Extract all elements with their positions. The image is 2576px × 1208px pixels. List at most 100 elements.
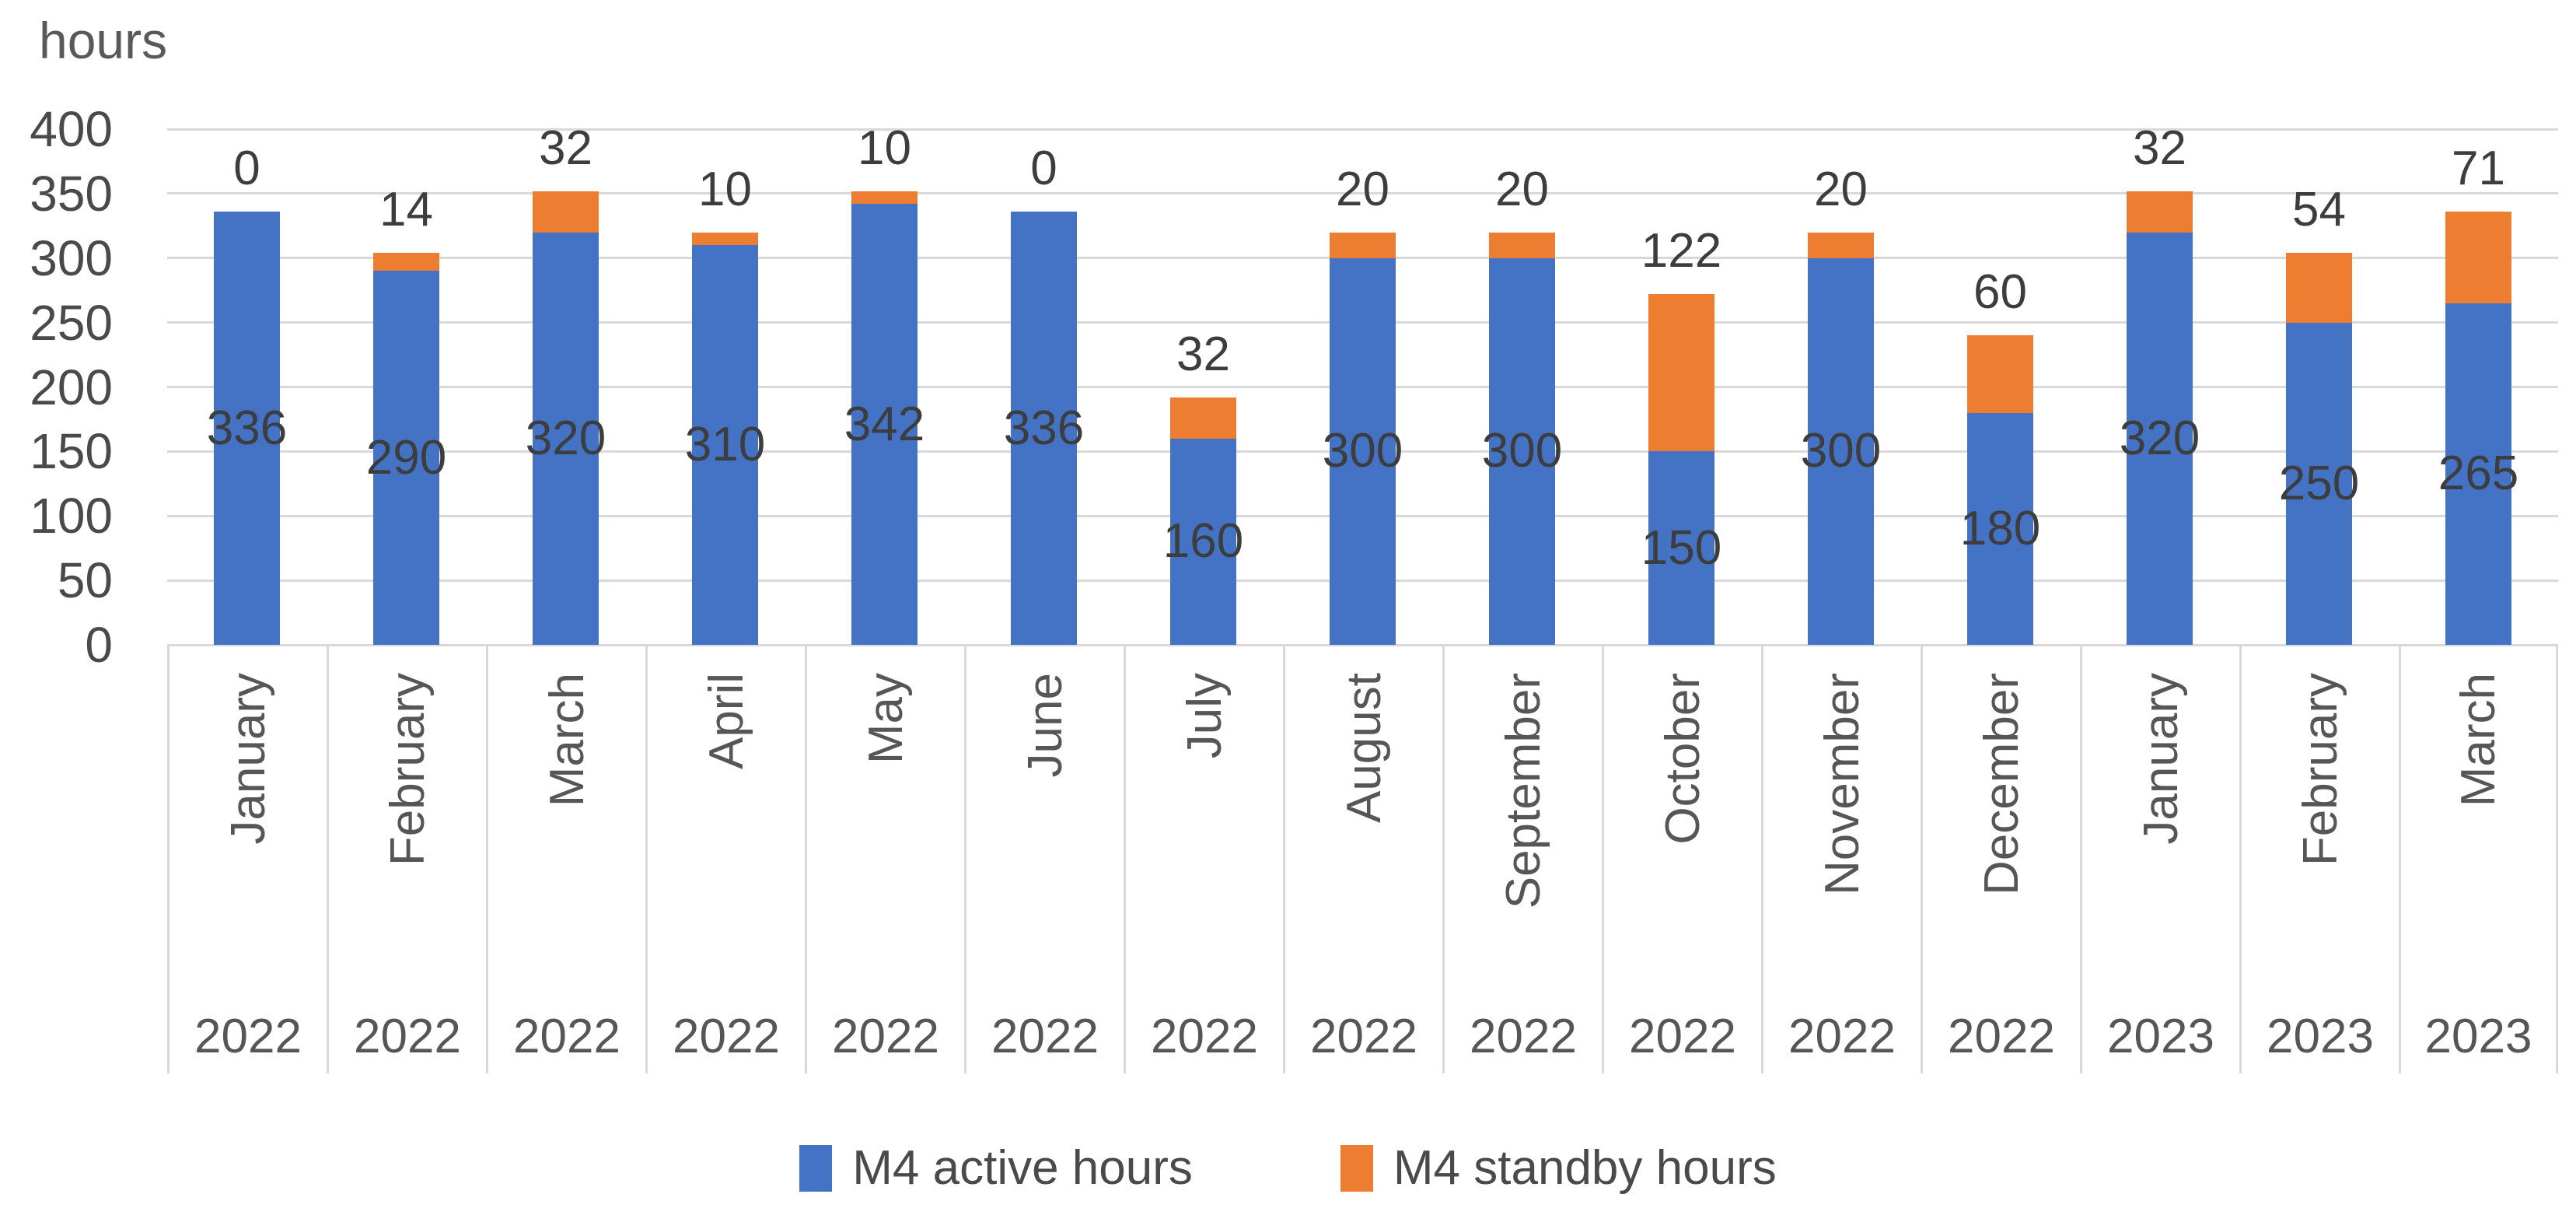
data-label-standby: 60 (1973, 265, 2027, 320)
category-cell: April 2022 (645, 645, 805, 1073)
data-label-standby: 10 (858, 121, 911, 175)
data-label-active: 290 (365, 430, 447, 485)
bar-standby-segment (373, 253, 439, 271)
data-label-active: 160 (1162, 514, 1244, 569)
data-label-active: 300 (1481, 424, 1563, 478)
category-cell: January 2023 (2080, 645, 2239, 1073)
data-label-standby: 20 (1814, 162, 1868, 216)
category-month-label: March (540, 673, 594, 807)
category-cell: June 2022 (964, 645, 1124, 1073)
category-month-label: June (1018, 673, 1072, 778)
category-month-label: July (1177, 673, 1232, 759)
bar-standby-segment (1808, 232, 1874, 258)
category-cell: January 2022 (167, 645, 327, 1073)
category-month-wrap: April (648, 673, 805, 976)
data-label-standby: 32 (2133, 121, 2186, 175)
bar-standby-segment (1170, 397, 1236, 439)
bar-active-segment (1170, 438, 1236, 645)
y-axis-tick-label: 300 (30, 229, 113, 286)
bar-active-segment (2445, 303, 2511, 645)
category-month-wrap: June (966, 673, 1124, 976)
bar-standby-segment (2445, 212, 2511, 303)
bar-standby-segment (1967, 335, 2033, 413)
category-year-label: 2023 (2424, 1010, 2532, 1063)
category-cell: November 2022 (1761, 645, 1921, 1073)
bar-active-segment (2286, 322, 2352, 645)
legend: M4 active hours M4 standby hours (0, 1140, 2576, 1196)
category-month-label: November (1815, 673, 1869, 895)
category-month-label: January (2134, 673, 2188, 845)
category-year-label: 2022 (194, 1010, 302, 1063)
category-month-wrap: November (1763, 673, 1921, 976)
data-label-standby: 54 (2292, 183, 2346, 237)
category-month-wrap: July (1126, 673, 1283, 976)
data-label-active: 180 (1959, 501, 2041, 555)
bar-active-segment (692, 245, 758, 645)
bar-active-segment (373, 271, 439, 645)
y-axis-tick-label: 200 (30, 359, 113, 415)
data-label-active: 320 (525, 411, 606, 465)
category-year-label: 2022 (513, 1010, 620, 1063)
category-year-label: 2022 (1629, 1010, 1736, 1063)
category-month-label: October (1655, 673, 1710, 845)
data-label-standby: 32 (539, 121, 592, 175)
category-month-label: January (221, 673, 275, 845)
legend-swatch (1340, 1144, 1373, 1192)
gridline (167, 128, 2558, 131)
legend-swatch (799, 1144, 833, 1192)
data-label-standby: 20 (1495, 162, 1549, 216)
bar-active-segment (1489, 257, 1555, 645)
data-label-active: 320 (2119, 411, 2200, 465)
y-axis-tick-label: 0 (85, 617, 113, 673)
category-year-label: 2023 (2107, 1010, 2214, 1063)
category-year-label: 2022 (1788, 1010, 1896, 1063)
data-label-active: 150 (1641, 520, 1722, 575)
category-month-label: February (380, 673, 435, 867)
bar-standby-segment (1489, 232, 1555, 258)
legend-item: M4 active hours (799, 1140, 1193, 1196)
category-year-label: 2022 (354, 1010, 461, 1063)
gridline (167, 643, 2558, 646)
category-month-label: March (2452, 673, 2505, 807)
category-month-wrap: August (1285, 673, 1442, 976)
category-year-label: 2022 (1470, 1010, 1577, 1063)
bar-active-segment (1011, 212, 1077, 645)
category-cell: May 2022 (805, 645, 964, 1073)
category-cell: September 2022 (1442, 645, 1602, 1073)
data-label-active: 300 (1322, 424, 1403, 478)
category-month-label: September (1496, 673, 1550, 909)
data-label-active: 336 (206, 401, 288, 455)
data-label-standby: 14 (379, 183, 433, 237)
y-axis-tick-label: 400 (30, 101, 113, 157)
category-month-wrap: January (170, 673, 327, 976)
data-label-standby: 20 (1336, 162, 1389, 216)
category-cell: February 2023 (2239, 645, 2399, 1073)
category-month-wrap: October (1604, 673, 1761, 976)
category-month-wrap: September (1445, 673, 1602, 976)
category-month-label: May (858, 673, 913, 765)
y-axis-tick-label: 250 (30, 294, 113, 351)
category-cell: March 2023 (2399, 645, 2558, 1073)
category-month-label: December (1974, 673, 2029, 895)
gridline (167, 192, 2558, 195)
y-axis-tick-label: 100 (30, 488, 113, 544)
category-month-wrap: December (1923, 673, 2080, 976)
category-month-wrap: January (2082, 673, 2239, 976)
bar-active-segment (1967, 412, 2033, 645)
category-month-label: August (1337, 673, 1391, 824)
legend-label: M4 active hours (852, 1141, 1193, 1195)
data-label-active: 310 (684, 418, 766, 472)
y-axis-title: hours (39, 12, 168, 69)
data-label-active: 250 (2278, 456, 2360, 510)
category-month-wrap: March (2401, 673, 2556, 976)
category-month-wrap: February (329, 673, 486, 976)
data-label-active: 342 (844, 397, 925, 451)
data-label-active: 336 (1003, 401, 1085, 455)
category-cell: October 2022 (1602, 645, 1761, 1073)
bar-standby-segment (851, 191, 918, 205)
bar-standby-segment (533, 191, 599, 233)
category-month-wrap: March (488, 673, 645, 976)
data-label-standby: 71 (2452, 142, 2505, 196)
category-month-label: February (2293, 673, 2347, 867)
